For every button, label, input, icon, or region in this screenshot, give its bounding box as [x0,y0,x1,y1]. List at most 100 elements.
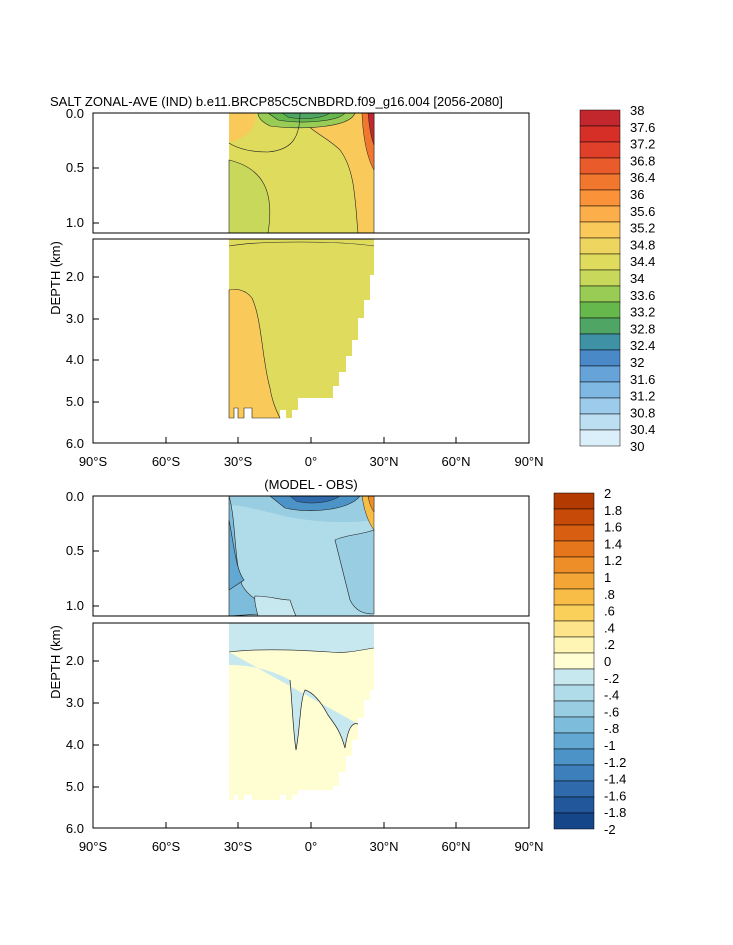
colorbar-label: 31.2 [630,389,655,404]
colorbar-swatch [553,620,595,638]
colorbar-label: 33.6 [630,288,655,303]
colorbar-swatch [553,748,595,766]
colorbar-swatch [579,285,621,303]
colorbar-swatch [553,812,595,830]
colorbar-label: -1 [604,738,616,753]
x-tick: 30°S [224,454,253,469]
colorbar-swatch [579,109,621,127]
colorbar-swatch [579,301,621,319]
colorbar-label: -1.4 [604,772,626,787]
y-tick: 3.0 [66,311,84,326]
colorbar-swatch [553,604,595,622]
y-tick: 2.0 [66,269,84,284]
salinity-upper-frame [92,112,530,234]
diff-field-south-core [228,519,245,591]
difference-panel: (MODEL - OBS) 0.0 0.5 1.0 2.0 3.0 [48,477,626,854]
colorbar-swatch [553,636,595,654]
salinity-y-ticks: 0.0 0.5 1.0 2.0 3.0 4.0 5.0 6.0 [66,106,84,451]
x-tick: 60°N [441,839,470,854]
colorbar-swatch [579,349,621,367]
diff-field-south-weak [254,595,297,616]
contour-deep [228,241,375,247]
colorbar-label: 0 [604,654,611,669]
colorbar-swatch [579,365,621,383]
colorbar-swatch [553,668,595,686]
salinity-lower-field [228,239,375,419]
diff-contour-deep [228,647,375,653]
colorbar-label: 37.2 [630,137,655,152]
colorbar-label: 35.2 [630,221,655,236]
y-tick: 5.0 [66,779,84,794]
colorbar-swatch [553,572,595,590]
x-tick: 30°S [224,839,253,854]
salinity-ylabel: DEPTH (km) [48,241,63,315]
salinity-upper-field [228,113,375,233]
x-tick: 90°S [79,454,108,469]
colorbar-label: 1.6 [604,520,622,535]
colorbar-swatch [579,253,621,271]
field-red-sea-max [367,113,375,146]
colorbar-swatch [579,333,621,351]
difference-y-ticks: 0.0 0.5 1.0 2.0 3.0 4.0 5.0 6.0 [66,489,84,836]
field-35.2-north [299,113,375,233]
colorbar-label: 34.8 [630,237,655,252]
colorbar-swatch [553,700,595,718]
x-tick: 90°N [514,454,543,469]
colorbar-swatch [553,684,595,702]
colorbar-swatch [579,413,621,431]
colorbar-label: .2 [604,637,615,652]
colorbar-label: 36.8 [630,153,655,168]
diff-contour-zero [289,679,359,751]
colorbar-label: -1.8 [604,805,626,820]
difference-x-ticks: 90°S 60°S 30°S 0° 30°N 60°N 90°N [79,839,544,854]
colorbar-swatch [553,652,595,670]
colorbar-label: 38 [630,103,644,118]
salinity-title: SALT ZONAL-AVE (IND) b.e11.BRCP85C5CNBDR… [50,94,503,109]
colorbar-label: 30.4 [630,422,655,437]
y-tick: 1.0 [66,598,84,613]
colorbar-swatch [579,397,621,415]
colorbar-swatch [579,157,621,175]
colorbar-label: .6 [604,604,615,619]
y-tick: 5.0 [66,394,84,409]
colorbar-label: 30 [630,439,644,454]
field-35.2-deep [228,288,281,419]
contour-upper [228,113,301,153]
x-tick: 30°N [369,839,398,854]
colorbar-label: 36 [630,187,644,202]
y-tick: 1.0 [66,215,84,230]
colorbar-label: 31.6 [630,372,655,387]
salinity-x-ticks: 90°S 60°S 30°S 0° 30°N 60°N 90°N [79,454,544,469]
colorbar-label: 37.6 [630,120,655,135]
colorbar-swatch [553,588,595,606]
colorbar-swatch [553,732,595,750]
colorbar-swatch [553,764,595,782]
colorbar-label: 34.4 [630,254,655,269]
y-tick: 6.0 [66,436,84,451]
colorbar-label: 35.6 [630,204,655,219]
diff-field-north [334,529,375,615]
y-tick: 0.0 [66,106,84,121]
colorbar-swatch [579,141,621,159]
difference-ylabel: DEPTH (km) [48,625,63,699]
colorbar-swatch [579,221,621,239]
y-tick: 3.0 [66,695,84,710]
colorbar-label: 32 [630,355,644,370]
field-35.2-south [229,113,256,142]
colorbar-label: -.2 [604,671,619,686]
y-tick: 0.5 [66,160,84,175]
x-tick: 60°N [441,454,470,469]
colorbar-label: -.6 [604,704,619,719]
salinity-tick-marks [93,167,457,443]
colorbar-swatch [553,716,595,734]
colorbar-label: -.8 [604,721,619,736]
colorbar-swatch [553,492,595,510]
colorbar-label: -1.6 [604,788,626,803]
colorbar-label: 30.8 [630,405,655,420]
colorbar-swatch [579,173,621,191]
salinity-colorbar: 38 37.6 37.236.8 36.4 36 35.6 35.234.8 34.4 34 33… [579,103,655,454]
colorbar-label: 32.4 [630,338,655,353]
colorbar-label: 2 [604,486,611,501]
x-tick: 90°N [514,839,543,854]
